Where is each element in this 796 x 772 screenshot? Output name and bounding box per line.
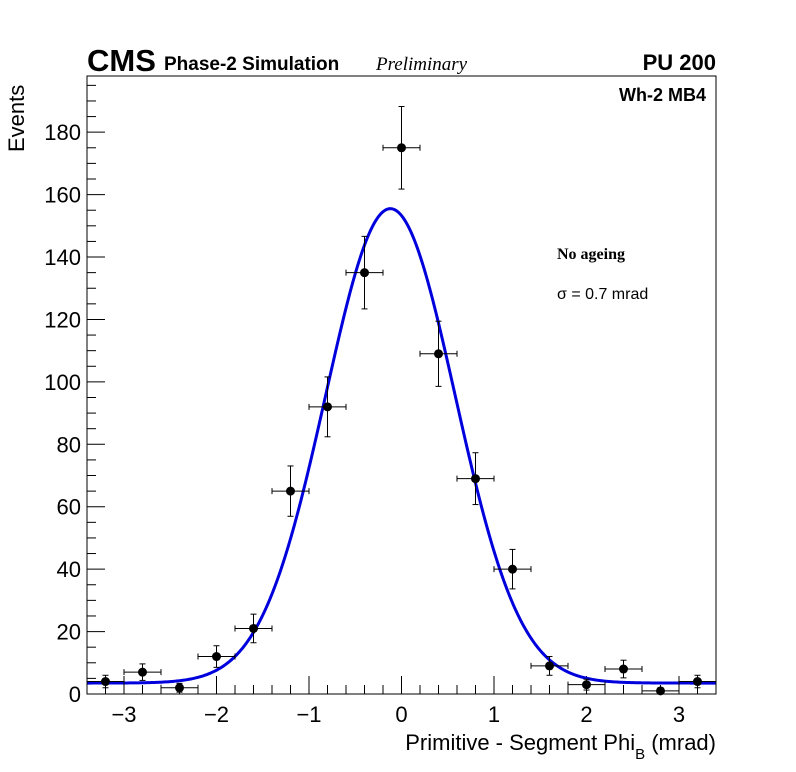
marker (360, 268, 369, 278)
x-tick-label: 0 (395, 702, 407, 727)
sigma-symbol: σ (557, 286, 567, 303)
marker (286, 486, 295, 496)
x-axis-title: Primitive - Segment PhiB (mrad) (405, 730, 716, 763)
marker (545, 661, 554, 671)
data-point (567, 678, 606, 691)
fit-curve-layer (87, 207, 716, 685)
data-point (86, 674, 125, 689)
marker (471, 474, 480, 484)
plot-frame (86, 75, 717, 695)
x-tick-label: 2 (580, 702, 592, 727)
sigma-value: = 0.7 mrad (567, 286, 648, 303)
marker (656, 686, 665, 696)
axes: −3 −2 −1 0 1 2 3 0 20 40 60 80 100 120 140 160 180 (44, 84, 717, 727)
marker (175, 683, 184, 693)
marker (582, 680, 591, 690)
cms-label: CMS (87, 43, 156, 78)
y-tick-label: 80 (57, 432, 81, 457)
data-point (234, 613, 273, 644)
x-axis-title-sub: B (635, 746, 645, 763)
data-point (271, 465, 310, 517)
data-point (308, 376, 347, 438)
data-point (197, 645, 236, 668)
y-axis-title: Events (4, 85, 29, 152)
gaussian-fit-curve (87, 207, 716, 685)
y-tick-label: 160 (44, 183, 81, 208)
marker (323, 402, 332, 412)
y-tick-label: 20 (57, 620, 81, 645)
marker (397, 143, 406, 153)
y-tick-label: 60 (57, 495, 81, 520)
data-point (419, 320, 458, 387)
y-tick-label: 180 (44, 120, 81, 145)
data-point (678, 674, 717, 689)
marker (249, 623, 258, 633)
marker (434, 349, 443, 359)
data-point (382, 105, 421, 190)
data-point (493, 548, 532, 590)
y-tick-label: 120 (44, 307, 81, 332)
x-tick-label: −3 (111, 702, 136, 727)
data-points-layer (86, 105, 717, 696)
simulation-label: Phase-2 Simulation (164, 54, 339, 75)
data-point (604, 659, 643, 679)
x-tick-label: −2 (204, 702, 229, 727)
data-point (160, 682, 199, 693)
data-point (123, 663, 162, 681)
x-tick-label: −1 (296, 702, 321, 727)
y-tick-label: 0 (69, 682, 81, 707)
condition-label: No ageing (557, 246, 625, 263)
y-tick-label: 40 (57, 557, 81, 582)
x-tick-label: 3 (673, 702, 685, 727)
y-tick-label: 100 (44, 370, 81, 395)
marker (101, 677, 110, 687)
sigma-label: σ = 0.7 mrad (557, 286, 648, 303)
region-label: Wh-2 MB4 (619, 85, 706, 105)
marker (693, 677, 702, 687)
marker (619, 664, 628, 674)
preliminary-label: Preliminary (375, 54, 468, 75)
x-axis-title-main: Primitive - Segment Phi (405, 730, 635, 755)
data-point (530, 656, 569, 676)
pileup-label: PU 200 (643, 50, 716, 75)
x-axis-title-unit: (mrad) (645, 730, 716, 755)
data-point (345, 235, 384, 310)
data-point (456, 452, 495, 506)
y-tick-label: 140 (44, 245, 81, 270)
marker (212, 652, 221, 662)
x-tick-label: 1 (488, 702, 500, 727)
marker (138, 667, 147, 677)
marker (508, 564, 517, 574)
